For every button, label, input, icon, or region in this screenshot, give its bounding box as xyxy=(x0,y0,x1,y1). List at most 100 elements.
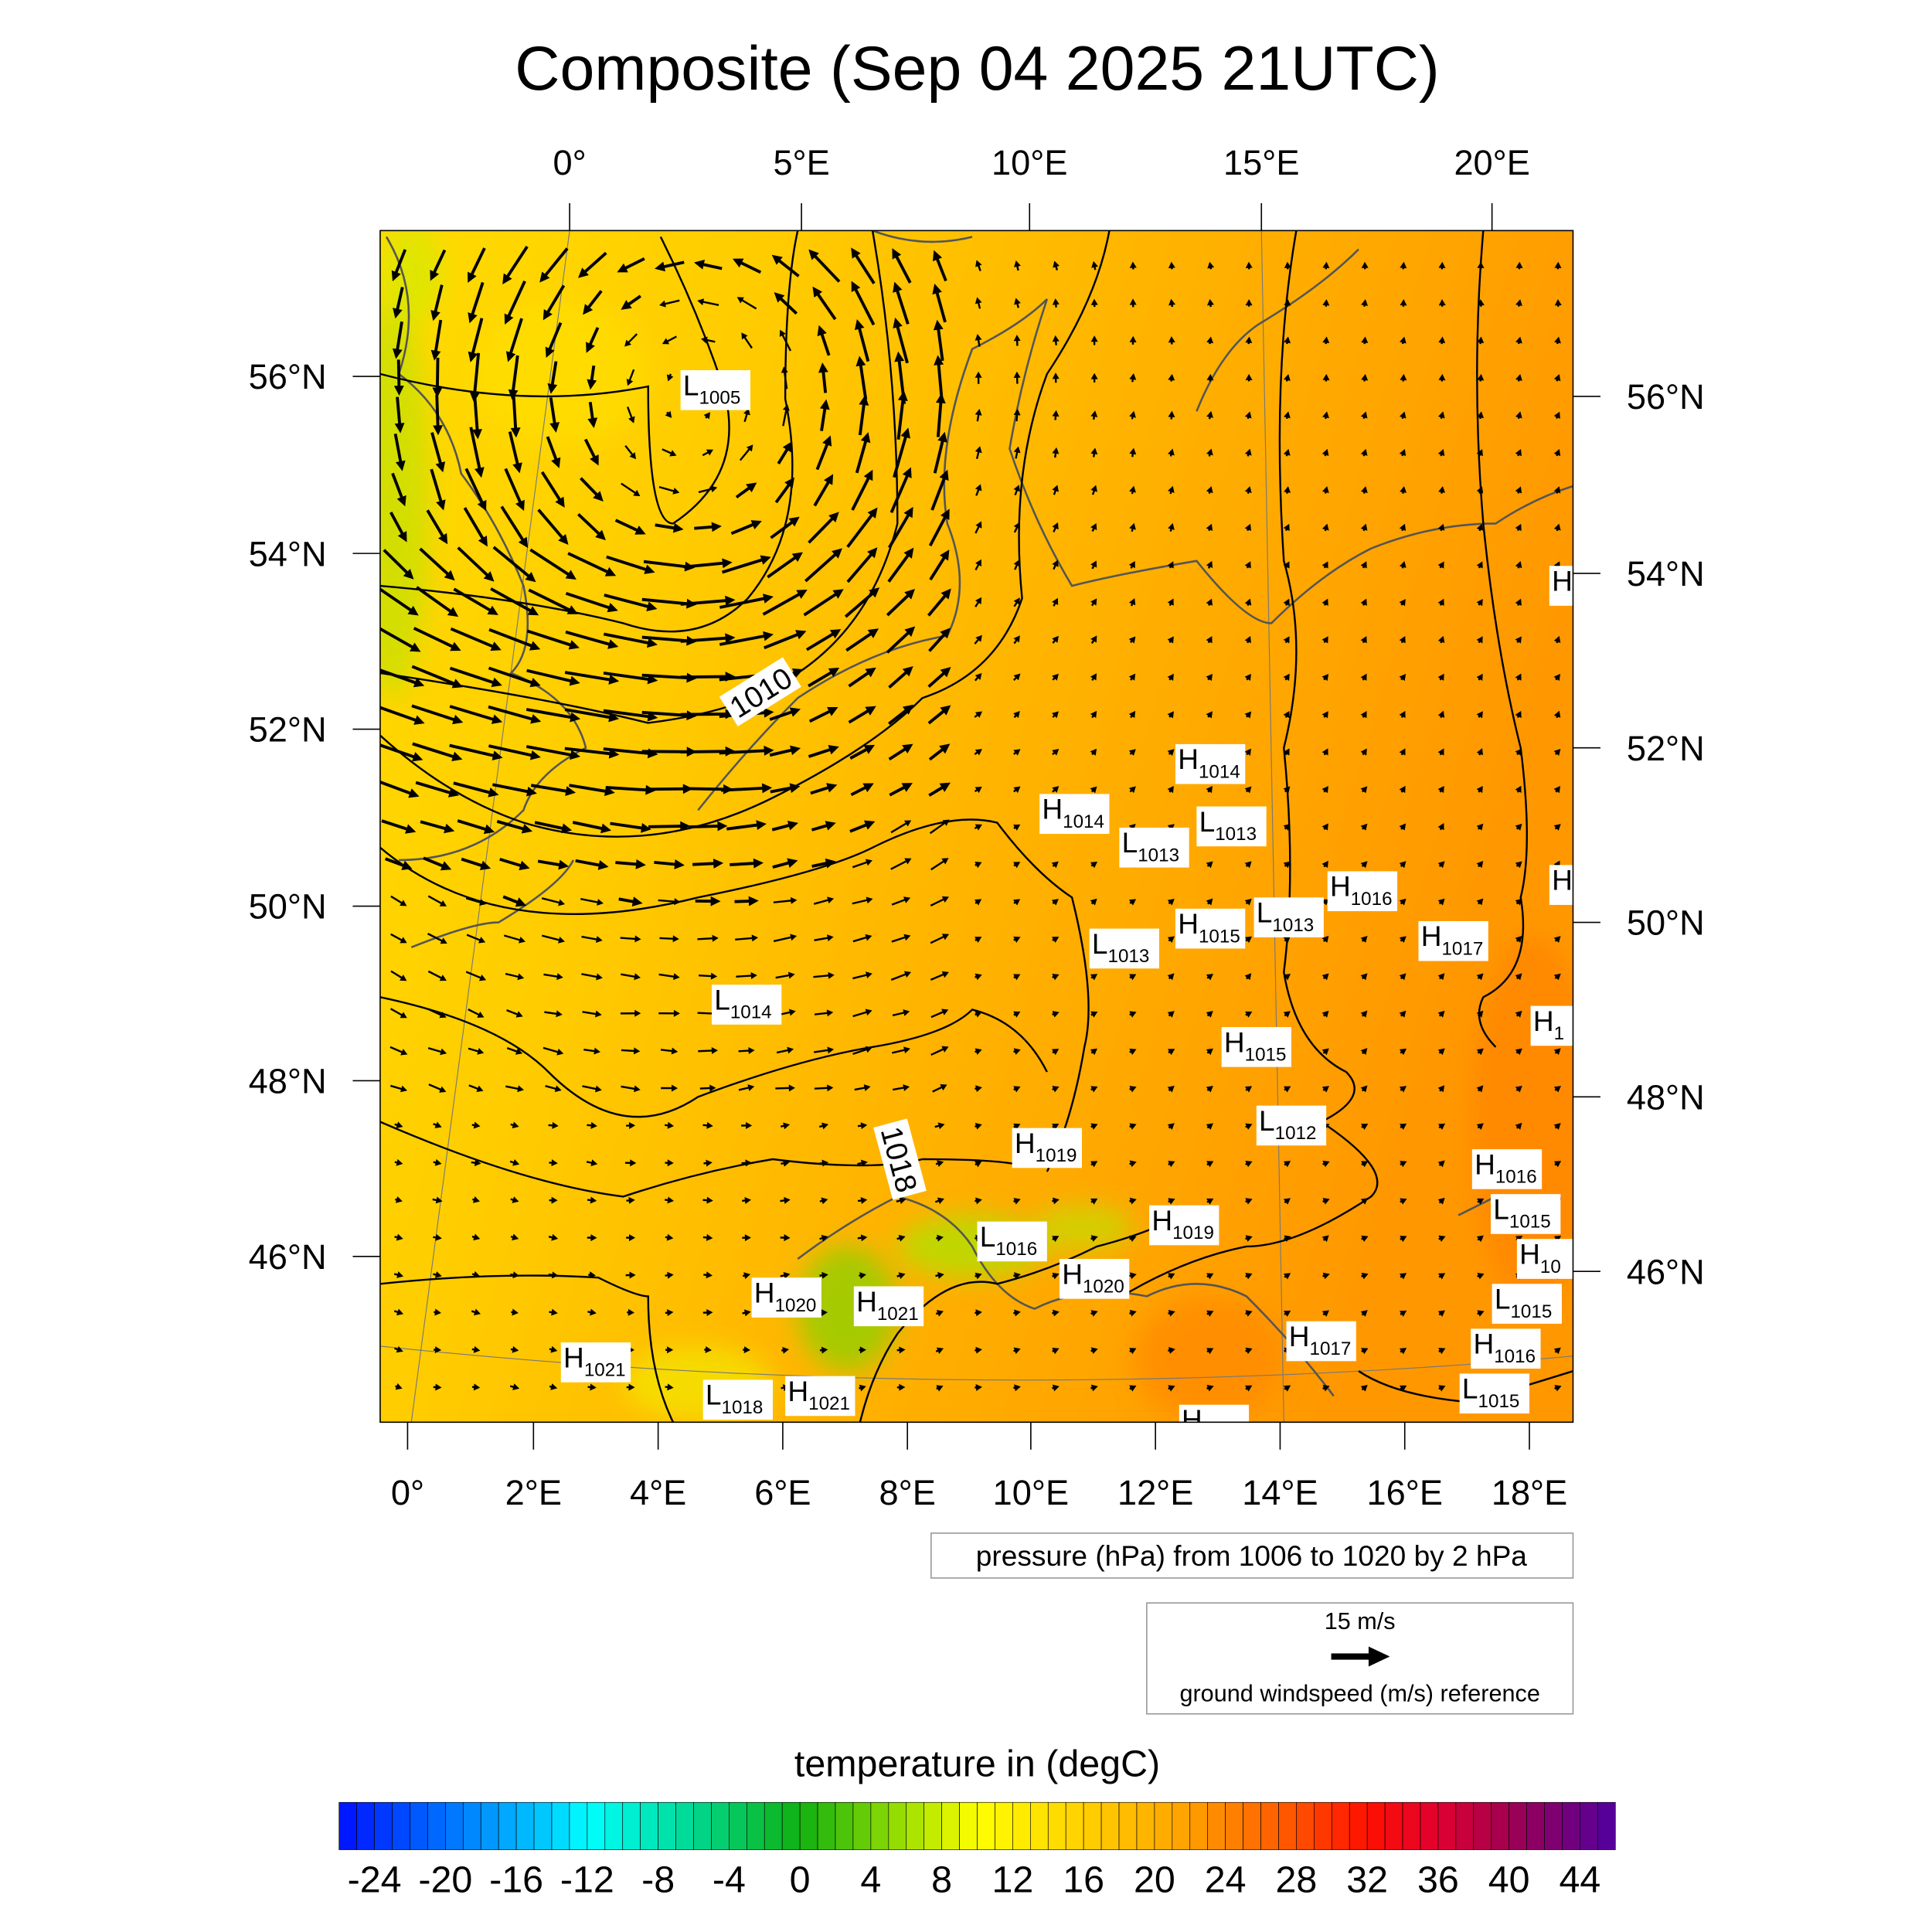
right-lat-label: 46°N xyxy=(1627,1252,1705,1291)
wind-arrow xyxy=(415,781,460,798)
wind-arrow xyxy=(851,469,873,511)
wind-arrow xyxy=(1167,899,1175,906)
wind-arrow xyxy=(975,1197,982,1205)
wind-arrow xyxy=(1013,1272,1021,1280)
wind-arrow xyxy=(1437,1085,1445,1093)
wind-arrow xyxy=(764,630,807,650)
wind-arrow xyxy=(702,1308,713,1316)
pressure-center-text: L1013 xyxy=(1257,896,1314,936)
wind-arrow xyxy=(1052,1197,1060,1205)
wind-arrow xyxy=(620,1009,641,1017)
colorbar-box xyxy=(445,1801,464,1850)
colorbar-box xyxy=(1243,1801,1261,1850)
wind-arrow xyxy=(1437,1197,1445,1205)
wind-arrow xyxy=(603,632,658,648)
wind-arrow xyxy=(1437,1160,1445,1168)
wind-arrow xyxy=(1245,1123,1253,1130)
wind-arrow xyxy=(1244,936,1253,944)
colorbar-box xyxy=(1437,1801,1457,1850)
low-pressure-label: L1015 xyxy=(1492,1283,1562,1324)
wind-arrow xyxy=(547,361,558,394)
low-pressure-label: L1012 xyxy=(1256,1104,1327,1146)
wind-arrow xyxy=(1013,1384,1021,1392)
wind-arrow xyxy=(1283,748,1290,756)
pressure-center-value: 1019 xyxy=(1036,1145,1077,1166)
wind-arrow xyxy=(1052,937,1060,944)
wind-arrow xyxy=(775,1084,795,1092)
wind-arrow xyxy=(488,666,541,688)
wind-arrow xyxy=(1167,1123,1175,1130)
wind-arrow xyxy=(813,896,835,905)
wind-arrow xyxy=(1206,1348,1214,1355)
wind-arrow xyxy=(1129,1011,1137,1018)
wind-arrow xyxy=(626,1196,635,1204)
wind-arrow xyxy=(509,1383,520,1391)
top-lon-label: 20°E xyxy=(1454,143,1529,182)
wind-arrow xyxy=(1283,1161,1291,1168)
wind-arrow xyxy=(896,1346,906,1354)
wind-arrow xyxy=(1438,373,1446,382)
pressure-center-type: H xyxy=(1533,1005,1554,1037)
wind-arrow xyxy=(851,247,876,284)
pressure-centers: L1005H1014H1014L1013L1013H1016HL1013H101… xyxy=(560,369,1573,1443)
wind-arrow xyxy=(472,390,482,440)
wind-arrow xyxy=(665,1121,675,1129)
wind-arrow xyxy=(975,559,982,571)
wind-arrow xyxy=(1400,486,1407,494)
wind-arrow xyxy=(887,547,914,583)
colorbar-tick-label: -16 xyxy=(489,1859,543,1900)
wind-arrow xyxy=(1321,1235,1329,1243)
wind-arrow xyxy=(1013,409,1021,422)
wind-arrow xyxy=(587,1383,597,1391)
high-pressure-label: H1016 xyxy=(1327,870,1398,912)
wind-arrow xyxy=(1361,486,1368,494)
wind-arrow xyxy=(846,507,878,549)
wind-arrow xyxy=(615,859,646,869)
wind-arrow xyxy=(1090,447,1098,457)
wind-arrow xyxy=(499,857,530,871)
wind-arrow xyxy=(975,973,982,981)
colorbar-box xyxy=(1526,1801,1545,1850)
wind-arrow xyxy=(549,1345,558,1353)
wind-arrow xyxy=(1476,748,1484,756)
pressure-center-type: H xyxy=(856,1285,877,1318)
colorbar-tick-label: 8 xyxy=(931,1859,952,1900)
wind-arrow xyxy=(1013,1048,1021,1055)
wind-arrow xyxy=(1477,336,1485,345)
wind-arrow xyxy=(852,934,872,943)
wind-arrow xyxy=(510,1121,519,1129)
wind-arrow xyxy=(526,745,580,760)
colorbar-box xyxy=(729,1801,747,1850)
colorbar-box xyxy=(1509,1801,1527,1850)
pressure-center-value: 1017 xyxy=(1441,938,1483,959)
wind-arrow xyxy=(702,1196,713,1204)
wind-arrow xyxy=(661,1084,679,1092)
wind-arrow xyxy=(1244,411,1252,420)
wind-arrow xyxy=(719,631,774,646)
colorbar: -24 -20 -16 -12 -8 -4 0 4 8 12 16 20 24 28 32 36 40 44 xyxy=(338,1801,1616,1900)
wind-arrow xyxy=(428,1008,447,1019)
wind-arrow xyxy=(892,1084,910,1091)
pressure-center-text: H xyxy=(1552,864,1573,896)
wind-arrow xyxy=(662,335,677,345)
colorbar-box xyxy=(1544,1801,1563,1850)
wind-arrow xyxy=(1167,711,1174,719)
wind-arrow xyxy=(511,1308,519,1316)
wind-arrow xyxy=(1090,560,1097,570)
wind-arrow xyxy=(1128,899,1137,906)
wind-arrow xyxy=(430,249,447,281)
pressure-center-text: H1014 xyxy=(1182,1403,1244,1443)
wind-arrow xyxy=(974,786,982,794)
wind-arrow xyxy=(549,1159,558,1167)
colorbar-tick-label: 20 xyxy=(1134,1859,1175,1900)
wind-arrow xyxy=(1168,261,1175,270)
wind-arrow xyxy=(1090,485,1097,495)
wind-arrow xyxy=(1360,711,1367,719)
wind-arrow xyxy=(891,896,911,906)
colorbar-box xyxy=(356,1801,375,1850)
wind-arrow xyxy=(1129,1348,1137,1355)
colorbar-box xyxy=(1314,1801,1332,1850)
wind-arrow xyxy=(1553,973,1561,981)
pressure-center-text: L1016 xyxy=(980,1220,1037,1260)
wind-arrow xyxy=(1399,1348,1407,1355)
